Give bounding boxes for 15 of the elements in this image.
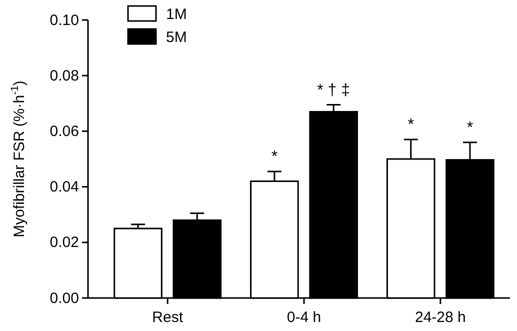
annotation: * [466,119,474,136]
x-tick-label: Rest [152,309,184,326]
y-tick-label: 0.08 [50,67,79,84]
y-tick-label: 0.02 [50,234,79,252]
y-tick-label: 0.04 [50,178,79,196]
annotation: * [271,148,278,166]
y-tick-label: 0.06 [50,123,79,140]
y-tick-label: 0.10 [50,12,79,29]
annotation: * † ‡ [317,82,350,99]
y-tick-label: 0.00 [50,290,79,307]
x-tick-label: 0-4 h [286,309,322,326]
annotation: * [408,116,414,134]
x-tick-label: 24-28 h [414,309,466,326]
legend-label: 1M [166,6,187,23]
legend-label: 5M [166,29,187,46]
